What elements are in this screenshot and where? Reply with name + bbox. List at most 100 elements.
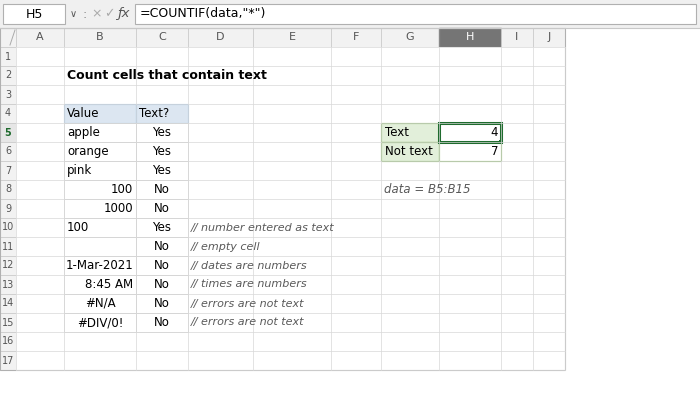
Text: ×: × bbox=[91, 8, 101, 20]
Text: #DIV/0!: #DIV/0! bbox=[77, 316, 123, 329]
Text: 15: 15 bbox=[2, 318, 14, 328]
Text: // number entered as text: // number entered as text bbox=[191, 222, 335, 232]
Text: :: : bbox=[82, 8, 86, 20]
Bar bbox=[533, 28, 565, 47]
Text: Count cells that contain text: Count cells that contain text bbox=[67, 69, 267, 82]
Bar bbox=[499, 140, 503, 144]
Bar bbox=[0, 28, 16, 47]
Bar bbox=[136, 142, 188, 161]
Bar bbox=[0, 28, 565, 370]
Text: ✓: ✓ bbox=[104, 8, 115, 20]
Bar bbox=[136, 218, 188, 237]
Bar bbox=[136, 294, 188, 313]
Bar bbox=[501, 28, 533, 47]
Bar bbox=[136, 256, 188, 275]
Bar bbox=[0, 123, 16, 142]
Bar bbox=[136, 237, 188, 256]
Text: Yes: Yes bbox=[153, 126, 172, 139]
Text: 5: 5 bbox=[5, 128, 11, 138]
Bar bbox=[331, 28, 381, 47]
Text: 9: 9 bbox=[5, 204, 11, 214]
Text: 8: 8 bbox=[5, 184, 11, 194]
Text: apple: apple bbox=[67, 126, 100, 139]
Text: // dates are numbers: // dates are numbers bbox=[191, 260, 307, 270]
Text: 16: 16 bbox=[2, 336, 14, 346]
Bar bbox=[0, 199, 16, 218]
Bar bbox=[0, 275, 16, 294]
Bar bbox=[64, 28, 136, 47]
Text: No: No bbox=[154, 316, 170, 329]
Bar bbox=[64, 275, 136, 294]
Text: No: No bbox=[154, 297, 170, 310]
Bar bbox=[135, 4, 696, 24]
Bar bbox=[0, 161, 16, 180]
Text: A: A bbox=[36, 32, 44, 42]
Text: No: No bbox=[154, 183, 170, 196]
Text: C: C bbox=[158, 32, 166, 42]
Text: 1-Mar-2021: 1-Mar-2021 bbox=[65, 259, 133, 272]
Bar bbox=[136, 123, 188, 142]
Text: G: G bbox=[406, 32, 414, 42]
Text: D: D bbox=[216, 32, 225, 42]
Bar bbox=[64, 199, 136, 218]
Bar bbox=[136, 275, 188, 294]
Text: 4: 4 bbox=[491, 126, 498, 139]
Bar bbox=[0, 66, 16, 85]
Text: Text: Text bbox=[385, 126, 409, 139]
Text: 17: 17 bbox=[2, 356, 14, 366]
Text: 4: 4 bbox=[5, 108, 11, 118]
Bar bbox=[0, 351, 16, 370]
Text: Yes: Yes bbox=[153, 145, 172, 158]
Bar bbox=[3, 4, 65, 24]
Text: 1000: 1000 bbox=[104, 202, 133, 215]
Bar bbox=[136, 199, 188, 218]
Text: 13: 13 bbox=[2, 280, 14, 290]
Text: Text?: Text? bbox=[139, 107, 169, 120]
Bar bbox=[64, 313, 136, 332]
Text: Not text: Not text bbox=[385, 145, 433, 158]
Bar bbox=[439, 142, 501, 161]
Bar bbox=[64, 237, 136, 256]
Text: I: I bbox=[515, 32, 519, 42]
Text: 8:45 AM: 8:45 AM bbox=[85, 278, 133, 291]
Text: Value: Value bbox=[67, 107, 99, 120]
Text: 10: 10 bbox=[2, 222, 14, 232]
Bar bbox=[64, 294, 136, 313]
Text: #N/A: #N/A bbox=[85, 297, 116, 310]
Bar bbox=[16, 47, 565, 370]
Text: // times are numbers: // times are numbers bbox=[191, 280, 307, 290]
Text: ƒx: ƒx bbox=[117, 8, 130, 20]
Bar bbox=[188, 28, 253, 47]
Text: ∨: ∨ bbox=[70, 9, 77, 19]
Bar bbox=[439, 123, 501, 142]
Bar bbox=[136, 313, 188, 332]
Text: 7: 7 bbox=[491, 145, 498, 158]
Bar bbox=[16, 28, 64, 47]
Bar bbox=[136, 104, 188, 123]
Bar bbox=[0, 104, 16, 123]
Text: 100: 100 bbox=[111, 183, 133, 196]
Bar bbox=[64, 123, 136, 142]
Text: E: E bbox=[288, 32, 295, 42]
Text: 14: 14 bbox=[2, 298, 14, 308]
Bar bbox=[136, 180, 188, 199]
Text: 3: 3 bbox=[5, 90, 11, 100]
Bar bbox=[0, 180, 16, 199]
Text: H: H bbox=[466, 32, 474, 42]
Bar bbox=[64, 161, 136, 180]
Text: No: No bbox=[154, 259, 170, 272]
Text: 11: 11 bbox=[2, 242, 14, 252]
Bar bbox=[0, 237, 16, 256]
Text: 6: 6 bbox=[5, 146, 11, 156]
Bar bbox=[64, 218, 136, 237]
Bar bbox=[439, 28, 501, 47]
Text: 12: 12 bbox=[2, 260, 14, 270]
Bar bbox=[64, 256, 136, 275]
Text: 100: 100 bbox=[67, 221, 90, 234]
Text: No: No bbox=[154, 202, 170, 215]
Bar bbox=[0, 85, 16, 104]
Text: Yes: Yes bbox=[153, 221, 172, 234]
Text: 7: 7 bbox=[5, 166, 11, 176]
Bar bbox=[0, 313, 16, 332]
Bar bbox=[136, 28, 188, 47]
